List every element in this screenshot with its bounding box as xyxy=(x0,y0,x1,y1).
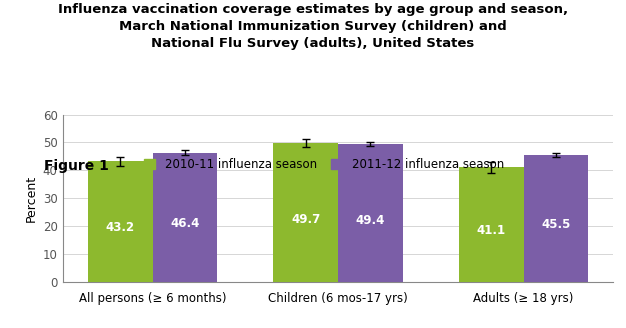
Legend: 2010-11 influenza season, 2011-12 influenza season: 2010-11 influenza season, 2011-12 influe… xyxy=(143,158,505,172)
Text: Figure 1: Figure 1 xyxy=(44,159,109,173)
Text: 41.1: 41.1 xyxy=(476,224,506,237)
Bar xyxy=(338,144,403,282)
Text: 46.4: 46.4 xyxy=(170,217,200,230)
Text: 45.5: 45.5 xyxy=(541,218,571,232)
Text: Influenza vaccination coverage estimates by age group and season,
March National: Influenza vaccination coverage estimates… xyxy=(58,3,568,50)
Bar xyxy=(523,155,588,282)
Y-axis label: Percent: Percent xyxy=(24,175,38,222)
Text: 43.2: 43.2 xyxy=(106,221,135,234)
Bar xyxy=(459,167,523,282)
Bar xyxy=(88,161,153,282)
Bar xyxy=(153,153,217,282)
Text: 49.7: 49.7 xyxy=(291,213,321,226)
Text: 49.4: 49.4 xyxy=(356,214,385,227)
Bar xyxy=(273,143,338,282)
